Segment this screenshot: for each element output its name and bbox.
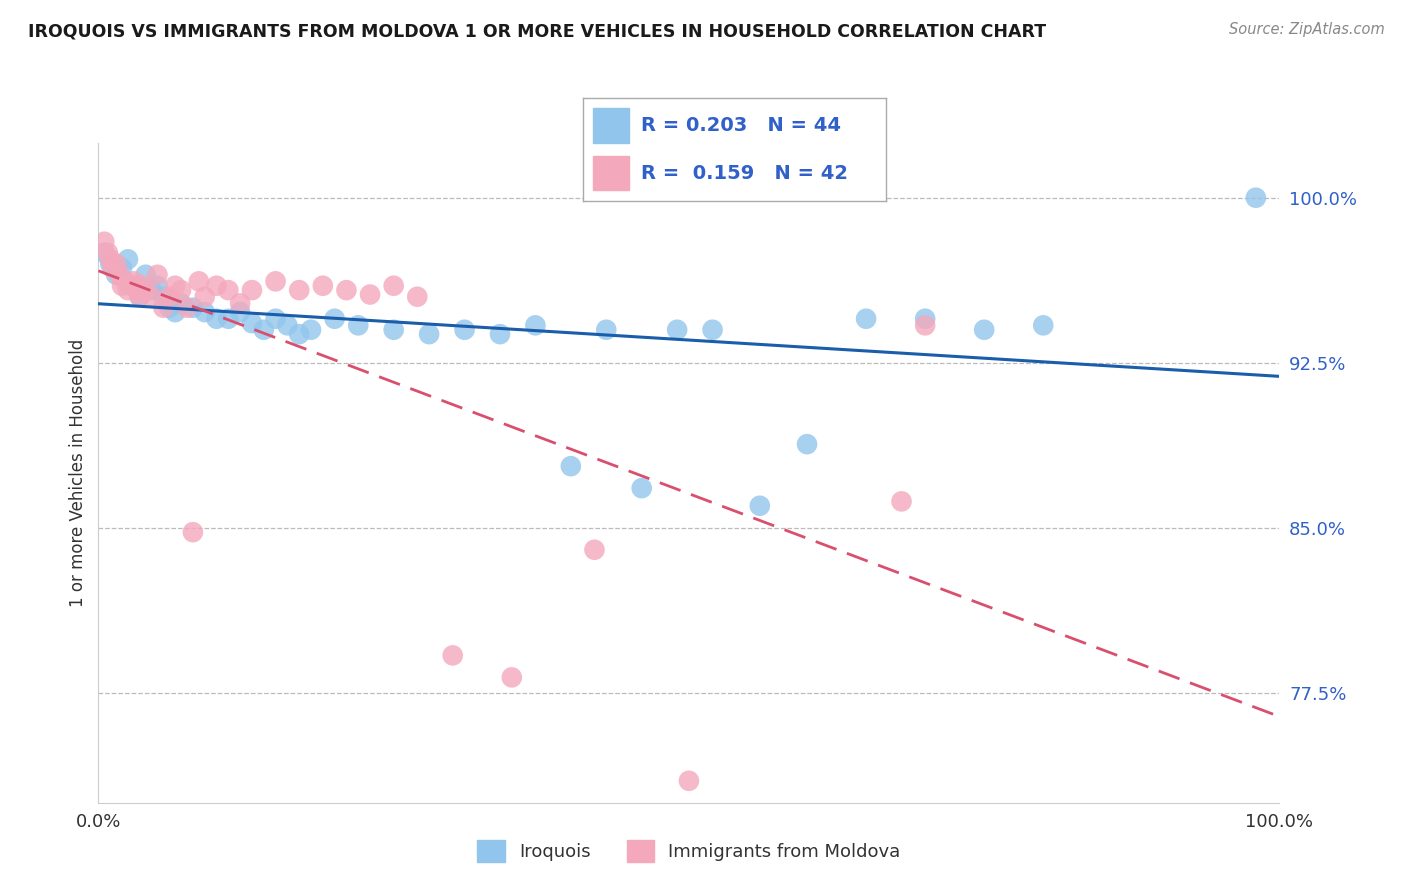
- Point: [135, 283, 157, 297]
- Point: [323, 311, 346, 326]
- Point: [97, 245, 120, 260]
- Point: [890, 494, 912, 508]
- Point: [560, 459, 582, 474]
- Point: [152, 301, 174, 315]
- Text: R = 0.203   N = 44: R = 0.203 N = 44: [641, 116, 841, 136]
- Text: IROQUOIS VS IMMIGRANTS FROM MOLDOVA 1 OR MORE VEHICLES IN HOUSEHOLD CORRELATION : IROQUOIS VS IMMIGRANTS FROM MOLDOVA 1 OR…: [28, 22, 1046, 40]
- Point: [702, 323, 724, 337]
- Point: [141, 290, 163, 304]
- Point: [105, 268, 128, 282]
- Point: [217, 311, 239, 326]
- Point: [347, 318, 370, 333]
- Point: [146, 278, 169, 293]
- Point: [165, 278, 187, 293]
- Point: [194, 305, 217, 319]
- Point: [524, 318, 547, 333]
- Point: [253, 323, 276, 337]
- Point: [489, 327, 512, 342]
- Point: [122, 274, 145, 288]
- Point: [117, 283, 139, 297]
- Point: [127, 283, 149, 297]
- Point: [165, 305, 187, 319]
- Point: [312, 278, 335, 293]
- Point: [205, 311, 228, 326]
- Point: [973, 323, 995, 337]
- Point: [194, 290, 217, 304]
- Point: [217, 283, 239, 297]
- Y-axis label: 1 or more Vehicles in Household: 1 or more Vehicles in Household: [69, 339, 87, 607]
- Point: [157, 290, 180, 304]
- Point: [141, 283, 163, 297]
- Point: [335, 283, 357, 297]
- Point: [121, 278, 143, 293]
- Point: [93, 235, 115, 249]
- Point: [229, 305, 252, 319]
- Text: R =  0.159   N = 42: R = 0.159 N = 42: [641, 163, 848, 183]
- Point: [288, 327, 311, 342]
- Point: [276, 318, 298, 333]
- Point: [114, 274, 136, 288]
- Point: [98, 252, 121, 267]
- Point: [406, 290, 429, 304]
- Point: [181, 525, 204, 540]
- Point: [855, 311, 877, 326]
- Point: [111, 261, 134, 276]
- Point: [132, 278, 155, 293]
- Point: [170, 283, 193, 297]
- Point: [128, 290, 150, 304]
- Point: [748, 499, 770, 513]
- Point: [1032, 318, 1054, 333]
- Point: [176, 301, 198, 315]
- Point: [264, 311, 287, 326]
- Point: [98, 257, 121, 271]
- Point: [441, 648, 464, 663]
- Point: [240, 283, 263, 297]
- Point: [122, 278, 145, 293]
- Point: [1244, 191, 1267, 205]
- Point: [382, 323, 405, 337]
- Point: [359, 287, 381, 301]
- Text: Source: ZipAtlas.com: Source: ZipAtlas.com: [1229, 22, 1385, 37]
- Point: [666, 323, 689, 337]
- Point: [240, 316, 263, 330]
- Point: [157, 301, 180, 315]
- Point: [152, 290, 174, 304]
- Point: [299, 323, 322, 337]
- Point: [583, 542, 606, 557]
- Bar: [592, 155, 628, 190]
- Point: [135, 268, 157, 282]
- Point: [187, 274, 209, 288]
- Point: [170, 296, 193, 310]
- Point: [111, 278, 134, 293]
- Point: [453, 323, 475, 337]
- Point: [117, 252, 139, 267]
- Point: [382, 278, 405, 293]
- Point: [595, 323, 617, 337]
- Point: [101, 261, 124, 276]
- Point: [501, 670, 523, 684]
- Point: [229, 296, 252, 310]
- Point: [105, 257, 128, 271]
- Point: [108, 268, 131, 282]
- Point: [93, 245, 115, 260]
- Point: [264, 274, 287, 288]
- Point: [205, 278, 228, 293]
- Point: [630, 481, 652, 495]
- Point: [288, 283, 311, 297]
- Legend: Iroquois, Immigrants from Moldova: Iroquois, Immigrants from Moldova: [470, 833, 908, 870]
- Point: [796, 437, 818, 451]
- Point: [914, 311, 936, 326]
- Point: [418, 327, 440, 342]
- Bar: [592, 108, 628, 144]
- Point: [146, 268, 169, 282]
- Point: [678, 773, 700, 788]
- Point: [181, 301, 204, 315]
- Point: [914, 318, 936, 333]
- Point: [128, 290, 150, 304]
